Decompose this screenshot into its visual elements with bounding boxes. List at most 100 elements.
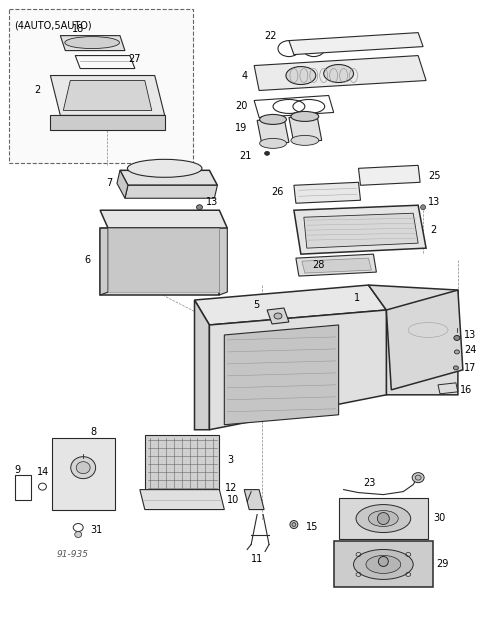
Text: 9: 9 (14, 464, 21, 474)
Ellipse shape (292, 522, 296, 526)
Polygon shape (294, 182, 360, 203)
Polygon shape (359, 166, 420, 185)
Polygon shape (52, 438, 115, 509)
Ellipse shape (324, 64, 354, 82)
Text: 13: 13 (464, 330, 476, 340)
Text: 30: 30 (433, 512, 445, 522)
Ellipse shape (366, 556, 401, 573)
Text: 2: 2 (430, 225, 436, 235)
Text: 18: 18 (72, 24, 84, 34)
Text: 13: 13 (206, 198, 219, 208)
Ellipse shape (454, 366, 458, 370)
Polygon shape (194, 285, 386, 325)
Polygon shape (338, 498, 428, 539)
Ellipse shape (415, 475, 421, 480)
Text: 27: 27 (128, 54, 141, 64)
Text: 4: 4 (241, 71, 247, 81)
Text: 91-935: 91-935 (56, 550, 88, 559)
Text: 31: 31 (90, 524, 102, 534)
Polygon shape (244, 489, 264, 509)
Ellipse shape (369, 511, 398, 526)
Polygon shape (145, 435, 219, 489)
Polygon shape (334, 541, 433, 588)
Polygon shape (125, 185, 217, 198)
Polygon shape (254, 56, 426, 91)
Ellipse shape (260, 138, 287, 148)
Ellipse shape (291, 111, 319, 121)
Text: 23: 23 (363, 478, 376, 488)
Polygon shape (386, 290, 463, 390)
Ellipse shape (196, 205, 203, 210)
Ellipse shape (420, 205, 426, 210)
Ellipse shape (377, 512, 389, 524)
Text: 22: 22 (264, 31, 276, 41)
Text: 1: 1 (354, 293, 360, 303)
Ellipse shape (274, 313, 282, 319)
Bar (9, 9, 192, 163)
Polygon shape (117, 171, 128, 198)
Ellipse shape (76, 462, 90, 474)
Text: 12: 12 (225, 482, 237, 492)
Text: 17: 17 (464, 363, 476, 373)
Polygon shape (50, 116, 165, 131)
Text: 25: 25 (428, 171, 441, 181)
Text: (4AUTO,5AUTO): (4AUTO,5AUTO) (14, 21, 92, 31)
Polygon shape (294, 205, 426, 254)
Text: 28: 28 (312, 260, 325, 270)
Polygon shape (296, 254, 376, 276)
Text: 16: 16 (460, 385, 472, 395)
Polygon shape (257, 118, 289, 146)
Polygon shape (289, 114, 322, 143)
Ellipse shape (65, 37, 120, 49)
Ellipse shape (356, 504, 411, 532)
Polygon shape (100, 228, 219, 295)
Polygon shape (50, 76, 165, 116)
Text: 5: 5 (253, 300, 259, 310)
Ellipse shape (354, 549, 413, 579)
Polygon shape (289, 32, 423, 54)
Ellipse shape (454, 336, 460, 341)
Ellipse shape (455, 350, 459, 354)
Ellipse shape (264, 151, 270, 156)
Text: 24: 24 (464, 345, 476, 355)
Polygon shape (60, 36, 125, 51)
Polygon shape (302, 258, 372, 273)
Text: 21: 21 (239, 151, 251, 161)
Text: 2: 2 (34, 86, 40, 96)
Text: 6: 6 (84, 255, 90, 265)
Text: 14: 14 (36, 467, 49, 477)
Text: 8: 8 (90, 427, 96, 437)
Ellipse shape (127, 159, 202, 177)
Text: 20: 20 (235, 101, 247, 111)
Polygon shape (209, 310, 386, 430)
Text: 19: 19 (235, 123, 247, 133)
Ellipse shape (71, 457, 96, 479)
Text: 15: 15 (306, 521, 318, 531)
Ellipse shape (291, 136, 319, 146)
Ellipse shape (290, 521, 298, 529)
Polygon shape (63, 81, 152, 111)
Text: 3: 3 (228, 454, 233, 464)
Polygon shape (304, 213, 418, 248)
Ellipse shape (286, 66, 316, 84)
Polygon shape (194, 300, 209, 430)
Text: 29: 29 (436, 559, 448, 569)
Ellipse shape (378, 556, 388, 566)
Polygon shape (100, 228, 108, 295)
Polygon shape (267, 308, 289, 324)
Polygon shape (140, 489, 224, 509)
Ellipse shape (75, 531, 82, 538)
Text: 26: 26 (272, 188, 284, 198)
Polygon shape (369, 285, 458, 395)
Ellipse shape (260, 114, 287, 124)
Ellipse shape (412, 472, 424, 482)
Polygon shape (108, 228, 219, 292)
Text: 13: 13 (428, 198, 440, 208)
Polygon shape (120, 171, 217, 185)
Polygon shape (224, 325, 338, 425)
Text: 11: 11 (251, 554, 263, 564)
Text: 10: 10 (228, 494, 240, 504)
Polygon shape (219, 228, 228, 295)
Polygon shape (100, 210, 228, 228)
Text: 7: 7 (106, 178, 112, 188)
